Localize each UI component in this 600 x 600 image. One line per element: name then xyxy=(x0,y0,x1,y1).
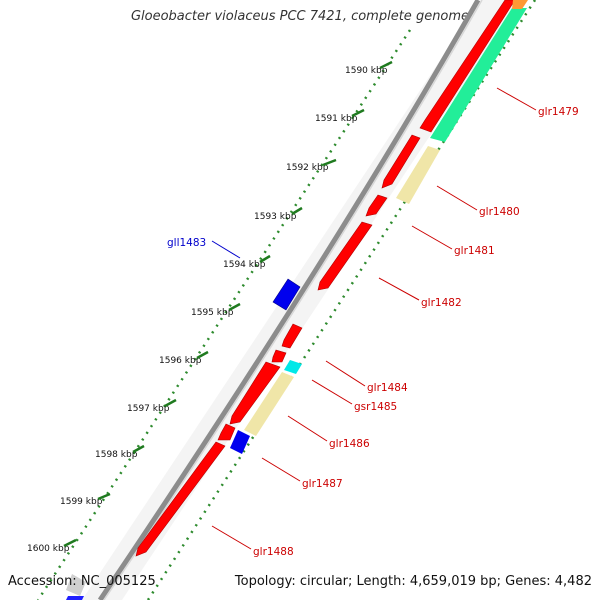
feature-glr1487[interactable] xyxy=(217,423,236,441)
ruler-tick-label: 1590 kbp xyxy=(345,66,388,76)
feature-glr1484[interactable] xyxy=(281,323,303,349)
genome-summary-text: Topology: circular; Length: 4,659,019 bp… xyxy=(234,574,592,589)
ruler-tick-label: 1600 kbp xyxy=(27,544,70,554)
ruler-tick xyxy=(259,254,271,264)
gene-leader-line xyxy=(211,240,241,259)
track-block-tan-1 xyxy=(396,146,440,204)
gene-label-glr1482[interactable]: glr1482 xyxy=(421,297,462,309)
track-block-orange xyxy=(512,0,528,9)
ruler-tick xyxy=(322,158,337,167)
feature-glr1479[interactable] xyxy=(419,0,516,133)
ruler-tick xyxy=(228,302,241,312)
ruler-tick-label: 1598 kbp xyxy=(95,450,138,460)
gene-leader-line xyxy=(261,457,301,482)
backbone-arc xyxy=(97,0,481,600)
track-block-green xyxy=(430,8,527,142)
gene-leader-line xyxy=(496,87,537,111)
feature-glr1481[interactable] xyxy=(365,194,388,217)
backbone-arc-highlight xyxy=(103,0,483,600)
map-title: Gloeobacter violaceus PCC 7421, complete… xyxy=(130,9,470,24)
ruler-tick-label: 1599 kbp xyxy=(60,497,103,507)
ruler-tick-label: 1595 kbp xyxy=(191,308,234,318)
ruler-tick xyxy=(379,60,393,70)
gene-label-glr1486[interactable]: glr1486 xyxy=(329,438,370,450)
ruler-tick xyxy=(291,206,303,216)
ruler-tick xyxy=(132,444,145,454)
ruler-tick-label: 1593 kbp xyxy=(254,212,297,222)
ruler-tick xyxy=(164,398,177,408)
ruler-tick-label: 1591 kbp xyxy=(315,114,358,124)
track-block-cyan xyxy=(284,360,302,374)
feature-glr1482[interactable] xyxy=(317,221,373,291)
gene-leader-line xyxy=(411,225,453,250)
ruler-dotted-line-left xyxy=(36,29,412,600)
ruler: 1590 kbp 1591 kbp 1592 kbp 1593 kbp 1594 kbp… xyxy=(27,60,393,554)
gene-label-glr1481[interactable]: glr1481 xyxy=(454,245,495,257)
feature-glr1480[interactable] xyxy=(381,134,421,189)
gene-label-glr1479[interactable]: glr1479 xyxy=(538,106,579,118)
ruler-tick xyxy=(196,350,209,360)
gene-leader-line xyxy=(211,525,252,550)
ruler-tick-label: 1592 kbp xyxy=(286,163,329,173)
feature-gsr1485[interactable] xyxy=(271,349,287,363)
gene-label-glr1484[interactable]: glr1484 xyxy=(367,382,408,394)
gene-leader-line xyxy=(311,379,353,405)
ruler-tick xyxy=(351,108,365,118)
feature-gll1483[interactable] xyxy=(272,278,301,311)
gene-labels: glr1479 glr1480 glr1481 glr1482 gll1483 glr14… xyxy=(167,87,579,558)
feature-glr1486[interactable] xyxy=(229,361,281,425)
gene-label-glr1487[interactable]: glr1487 xyxy=(302,478,343,490)
gene-leader-line xyxy=(436,185,478,211)
gene-label-glr1480[interactable]: glr1480 xyxy=(479,206,520,218)
ruler-tick-label: 1596 kbp xyxy=(159,356,202,366)
track-block-blue-2 xyxy=(66,596,84,600)
ruler-tick xyxy=(63,538,77,548)
track-block-tan-2 xyxy=(244,372,294,436)
ruler-tick-label: 1597 kbp xyxy=(127,404,170,414)
gene-label-glr1488[interactable]: glr1488 xyxy=(253,546,294,558)
gene-leader-line xyxy=(287,415,328,442)
ruler-dotted-line-right xyxy=(146,0,537,600)
gene-leader-line xyxy=(325,360,366,387)
track-block-blue-1 xyxy=(230,430,250,454)
ruler-tick xyxy=(97,492,111,501)
accession-text: Accession: NC_005125 xyxy=(8,574,156,589)
track-block-grey xyxy=(66,574,86,596)
gene-label-gsr1485[interactable]: gsr1485 xyxy=(354,401,397,413)
gene-leader-line xyxy=(378,277,420,301)
feature-glr1488[interactable] xyxy=(135,441,226,557)
ruler-tick-label: 1594 kbp xyxy=(223,260,266,270)
gene-label-gll1483[interactable]: gll1483 xyxy=(167,237,206,249)
